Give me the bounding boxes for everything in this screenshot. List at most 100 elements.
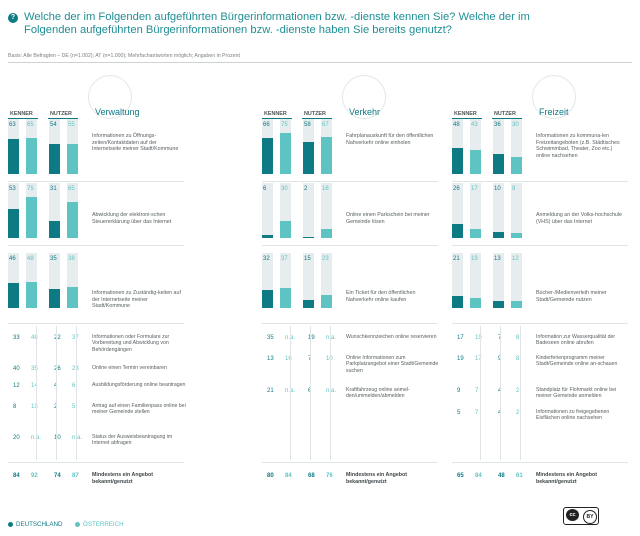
bar-verwaltung-0-2 (49, 144, 60, 174)
bar-value: 19 (471, 256, 478, 262)
table-row-label: Online Informationen zum Parkplatzangebo… (346, 355, 439, 374)
table-value: 37 (72, 335, 79, 341)
table-value: 7 (498, 335, 501, 341)
table-value: 23 (72, 366, 79, 372)
table-value: 12 (13, 383, 20, 389)
total-divider (452, 462, 628, 463)
bus-icon (342, 75, 386, 119)
cc-icon: cc (566, 509, 579, 521)
building-icon (88, 75, 132, 119)
bar-freizeit-1-1 (470, 229, 481, 238)
bar-freizeit-2-1 (470, 298, 481, 308)
table-row-label: Informationen oder Formulare zur Vorbere… (92, 334, 170, 353)
bar-value: 75 (27, 186, 34, 192)
header-known: KENNER (264, 111, 287, 117)
bar-freizeit-0-1 (470, 150, 481, 174)
bar-freizeit-1-2 (493, 232, 504, 238)
column-guide (500, 326, 501, 460)
bar-value: 65 (27, 122, 34, 128)
table-value: n.a. (72, 435, 83, 441)
row-divider (8, 245, 184, 246)
header-underline (48, 118, 78, 119)
bar-value: 15 (304, 256, 311, 262)
table-value: 8 (516, 356, 520, 362)
bar-value: 58 (304, 122, 311, 128)
bar-value: 16 (322, 186, 329, 192)
table-value: 16 (285, 356, 292, 362)
header-known: KENNER (10, 111, 33, 117)
table-value: 2 (516, 388, 520, 394)
bar-background (452, 253, 463, 308)
basis-note: Basis: Alle Befragten – DE (n=1.002); AT… (8, 53, 240, 59)
bar-value: 9 (512, 186, 516, 192)
bar-background (511, 253, 522, 308)
header-underline (262, 118, 292, 119)
bar-verwaltung-0-1 (26, 138, 37, 174)
bar-value: 55 (68, 122, 75, 128)
table-value: 9 (498, 356, 501, 362)
bar-verkehr-2-0 (262, 290, 273, 308)
column-guide (290, 326, 291, 460)
table-row-label: Status der Ausweisbeantragung im Interne… (92, 434, 173, 447)
bar-background (303, 183, 314, 238)
table-row-label: Kinderferienprogramm meiner Stadt/Gemein… (536, 355, 618, 368)
table-value: 19 (457, 356, 464, 362)
bar-verwaltung-1-0 (8, 209, 19, 238)
bar-verkehr-1-3 (321, 229, 332, 238)
by-icon: BY (583, 510, 597, 524)
table-value: 17 (457, 335, 464, 341)
total-value: 48 (498, 473, 505, 479)
table-value: 9 (457, 388, 461, 394)
table-value: 2 (516, 410, 520, 416)
column-guide (76, 326, 77, 460)
bar-freizeit-2-2 (493, 301, 504, 308)
bar-value: 12 (512, 256, 519, 262)
bar-value: 13 (494, 256, 501, 262)
bar-background (49, 253, 60, 308)
header-known: KENNER (454, 111, 477, 117)
bar-value: 43 (471, 122, 478, 128)
bar-freizeit-2-0 (452, 296, 463, 308)
table-divider (452, 323, 628, 324)
bar-background (262, 183, 273, 238)
table-value: 21 (267, 388, 274, 394)
bar-value: 17 (471, 186, 478, 192)
bar-value: 30 (281, 186, 288, 192)
bar-freizeit-2-3 (511, 301, 522, 308)
bar-background (262, 253, 273, 308)
bar-freizeit-0-3 (511, 157, 522, 174)
bar-label: Online einen Parkschein bei meiner Gemei… (346, 212, 430, 225)
bar-value: 32 (263, 256, 270, 262)
bar-background (493, 253, 504, 308)
bar-label: Informationen zu kommuna-len Freizeitang… (536, 133, 620, 159)
bar-value: 54 (50, 122, 57, 128)
legend-dot-germany (8, 522, 13, 527)
bar-value: 63 (9, 122, 16, 128)
total-value: 80 (267, 473, 274, 479)
table-row-label: Antrag auf einen Familienpass online bei… (92, 403, 186, 416)
table-value: 10 (326, 356, 333, 362)
bar-freizeit-1-3 (511, 233, 522, 238)
table-row-label: Standplatz für Flohmarkt online bei mein… (536, 387, 617, 400)
table-divider (8, 323, 184, 324)
table-value: 22 (54, 335, 61, 341)
tree-icon (532, 75, 576, 119)
table-value: 17 (475, 356, 482, 362)
bar-verkehr-1-1 (280, 221, 291, 238)
table-value: 7 (475, 410, 479, 416)
bar-verkehr-2-1 (280, 288, 291, 308)
bar-value: 48 (27, 256, 34, 262)
bar-background (321, 253, 332, 308)
total-value: 74 (54, 473, 61, 479)
row-divider (8, 181, 184, 182)
bar-value: 65 (68, 186, 75, 192)
bar-value: 75 (281, 122, 288, 128)
bar-verkehr-0-1 (280, 133, 291, 174)
bar-label: Informationen zu Zuständig-keiten auf de… (92, 290, 181, 310)
bar-background (452, 119, 463, 174)
bar-label: Anmeldung an der Volks-hochschule (VHS) … (536, 212, 622, 225)
bar-verkehr-1-0 (262, 235, 273, 238)
table-row-label: Kraftfahrzeug online anmel-den/ummelden/… (346, 387, 410, 400)
bar-value: 10 (494, 186, 501, 192)
table-value: 7 (308, 356, 311, 362)
